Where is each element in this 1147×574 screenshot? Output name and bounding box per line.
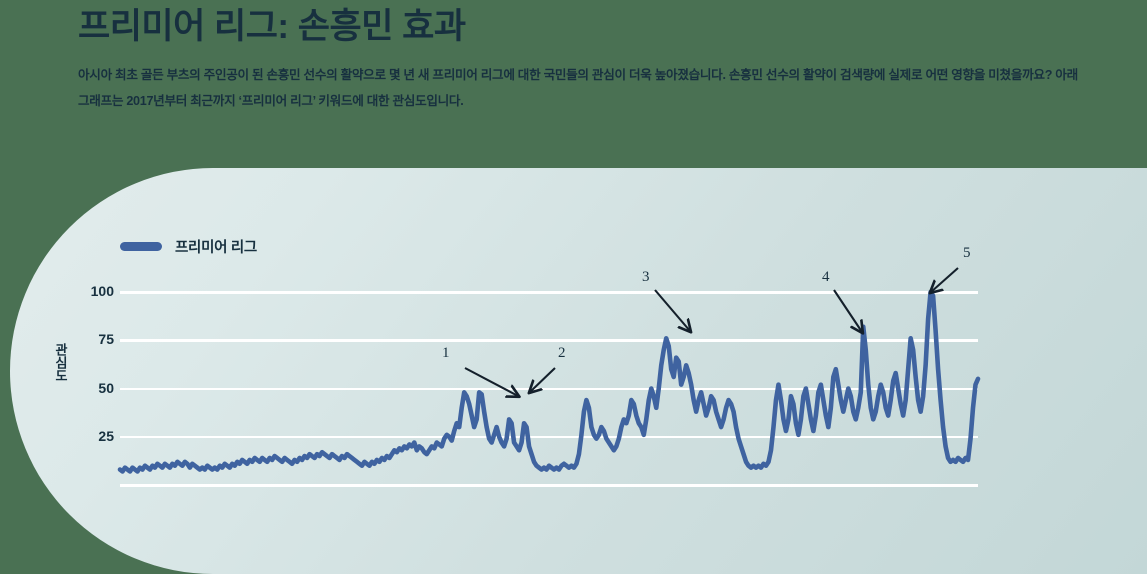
y-axis-title: 관심도 (53, 343, 68, 382)
series-line-premier-league (117, 289, 981, 474)
y-tick-label-75: 75 (98, 331, 114, 348)
annotation-label-5: 5 (963, 245, 971, 261)
annotation-label-1: 1 (442, 345, 450, 361)
gridline-75 (120, 339, 978, 342)
chart-card: 프리미어 리그 관심도 25 50 75 100 1 2 3 4 5 (10, 168, 1147, 574)
y-tick-label-100: 100 (90, 283, 114, 299)
annotation-label-4: 4 (822, 269, 830, 285)
y-tick-label-50: 50 (98, 379, 114, 396)
y-tick-label-25: 25 (98, 427, 114, 444)
gridline-25 (120, 435, 978, 439)
series-path (117, 289, 981, 474)
page-subtitle: 아시아 최초 골든 부츠의 주인공이 된 손흥민 선수의 활약으로 몇 년 새 … (78, 68, 1078, 108)
legend-swatch-premier-league (120, 242, 162, 251)
chart-legend: 프리미어 리그 (120, 236, 257, 257)
annotation-label-3: 3 (642, 269, 650, 285)
plot-area: 25 50 75 100 1 2 3 4 5 (10, 168, 1147, 574)
page-title: 프리미어 리그: 손흥민 효과 (78, 7, 466, 46)
legend-label-premier-league: 프리미어 리그 (175, 240, 257, 256)
gridline-0 (120, 484, 978, 487)
annotation-label-2: 2 (558, 345, 566, 361)
gridline-100 (120, 291, 978, 294)
